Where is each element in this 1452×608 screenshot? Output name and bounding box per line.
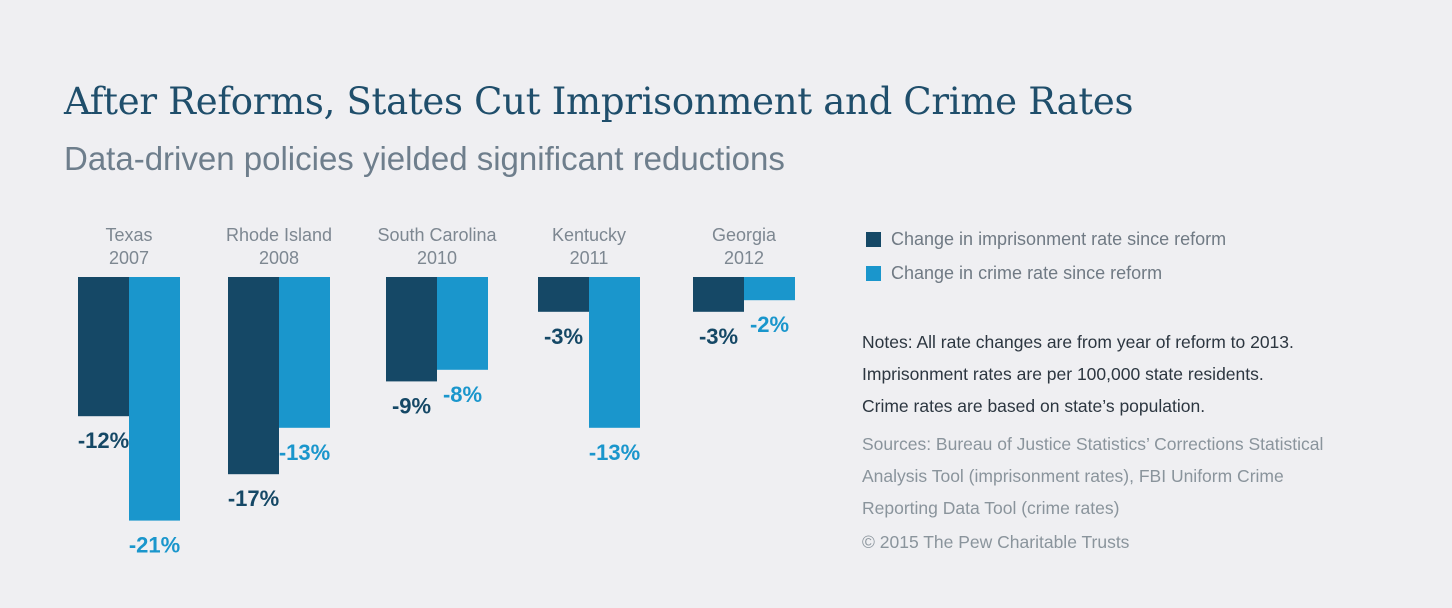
note-line: Crime rates are based on state’s populat… <box>862 396 1206 416</box>
legend-label-crime: Change in crime rate since reform <box>891 262 1163 283</box>
source-line: Analysis Tool (imprisonment rates), FBI … <box>862 466 1284 486</box>
legend-swatch-crime <box>866 265 881 281</box>
data-label-crime: -8% <box>443 382 482 407</box>
bar-crime <box>589 277 640 428</box>
data-label-imprisonment: -17% <box>228 486 279 511</box>
data-label-imprisonment: -3% <box>544 324 583 349</box>
legend-item-crime: Change in crime rate since reform <box>866 256 1226 290</box>
category-label-state: Texas <box>105 225 152 245</box>
data-label-crime: -2% <box>750 312 789 337</box>
bar-imprisonment <box>693 277 744 312</box>
bar-imprisonment <box>78 277 129 417</box>
category-label-state: Rhode Island <box>226 225 332 245</box>
legend-label-imprisonment: Change in imprisonment rate since reform <box>891 228 1227 249</box>
bar-crime <box>744 277 795 301</box>
notes: Notes: All rate changes are from year of… <box>862 326 1422 422</box>
copyright: © 2015 The Pew Charitable Trusts <box>862 532 1130 552</box>
category-label-year: 2008 <box>259 248 299 268</box>
bar-crime <box>279 277 330 428</box>
bar-imprisonment <box>228 277 279 475</box>
bar-crime <box>129 277 180 521</box>
legend: Change in imprisonment rate since reform… <box>866 222 1226 290</box>
chart-title: After Reforms, States Cut Imprisonment a… <box>64 80 1134 123</box>
bar-crime <box>437 277 488 370</box>
category-label-year: 2007 <box>109 248 149 268</box>
data-label-imprisonment: -9% <box>392 393 431 418</box>
data-label-crime: -21% <box>129 533 180 558</box>
category-label-state: Kentucky <box>552 225 626 245</box>
category-label-state: Georgia <box>712 225 777 245</box>
bar-imprisonment <box>538 277 589 312</box>
sources: Sources: Bureau of Justice Statistics’ C… <box>862 428 1422 524</box>
legend-item-imprisonment: Change in imprisonment rate since reform <box>866 222 1226 256</box>
bar-imprisonment <box>386 277 437 382</box>
data-label-imprisonment: -3% <box>699 324 738 349</box>
category-label-year: 2010 <box>417 248 457 268</box>
chart-subtitle: Data-driven policies yielded significant… <box>64 140 785 177</box>
data-label-imprisonment: -12% <box>78 428 129 453</box>
note-line: Notes: All rate changes are from year of… <box>862 332 1294 352</box>
source-line: Reporting Data Tool (crime rates) <box>862 498 1120 518</box>
data-label-crime: -13% <box>589 440 640 465</box>
category-label-year: 2011 <box>570 248 609 268</box>
category-label-state: South Carolina <box>377 225 497 245</box>
category-label-year: 2012 <box>724 248 764 268</box>
source-line: Sources: Bureau of Justice Statistics’ C… <box>862 434 1324 454</box>
data-label-crime: -13% <box>279 440 330 465</box>
legend-swatch-imprisonment <box>866 231 881 247</box>
note-line: Imprisonment rates are per 100,000 state… <box>862 364 1264 384</box>
